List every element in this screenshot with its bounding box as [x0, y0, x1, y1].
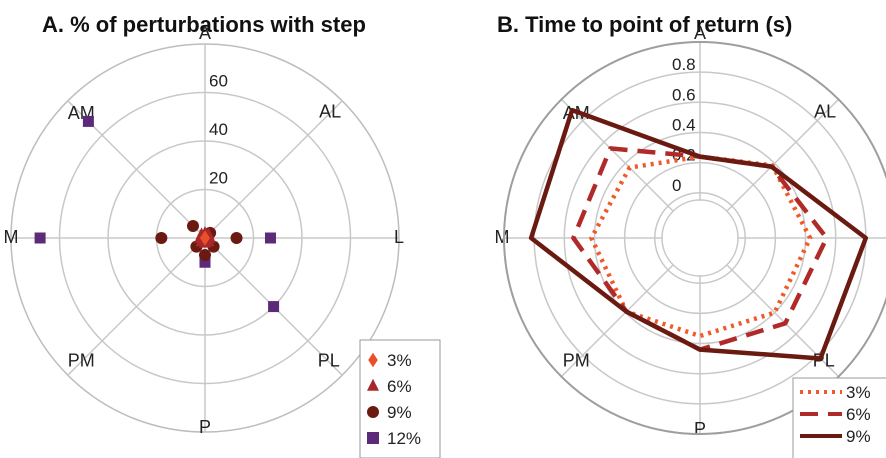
radial-tick-label: 0.8	[672, 55, 696, 74]
legend-marker-6pct	[367, 378, 379, 391]
chart-a-title: A. % of perturbations with step	[42, 12, 366, 37]
radial-tick-label: 0.4	[672, 115, 696, 134]
marker-12pct-p	[199, 256, 211, 268]
grid-spoke	[67, 237, 206, 376]
marker-12pct-am	[82, 115, 94, 127]
legend-label: 6%	[846, 405, 871, 424]
legend-a: 3% 6% 9% 12%	[359, 339, 441, 458]
legend-marker-9pct	[367, 406, 379, 418]
outer-ring-accent	[503, 41, 886, 435]
direction-label-m: M	[495, 227, 510, 247]
direction-label-pl: PL	[318, 350, 340, 370]
direction-label-al: AL	[814, 102, 836, 122]
grid-spoke	[204, 100, 343, 239]
radial-tick-label: 60	[209, 72, 228, 91]
marker-9pct-l	[230, 232, 243, 244]
marker-12pct-pl	[268, 301, 280, 313]
direction-label-pm: PM	[68, 350, 95, 370]
chart-b-title: B. Time to point of return (s)	[497, 12, 793, 37]
legend-label: 9%	[387, 403, 412, 422]
direction-label-a: A	[694, 23, 706, 43]
legend-marker-12pct	[367, 432, 379, 444]
grid-spoke	[726, 98, 840, 212]
radial-tick-label: 40	[209, 120, 228, 139]
chart-b: 00.20.40.60.8AALLPLPPMMAM3%6%9%	[495, 23, 886, 458]
direction-label-al: AL	[319, 102, 341, 122]
direction-label-m: M	[4, 227, 19, 247]
legend-box	[792, 377, 886, 458]
legend-marker-3pct	[368, 352, 378, 368]
marker-12pct-m	[34, 232, 46, 244]
legend-label: 3%	[846, 383, 871, 402]
legend-label: 3%	[387, 351, 412, 370]
marker-9pct-p	[199, 248, 211, 261]
radial-tick-label: 20	[209, 169, 228, 188]
legend-b: 3% 6% 9%	[792, 377, 886, 458]
direction-label-p: P	[694, 419, 706, 439]
series-line-9pct	[528, 107, 869, 361]
grid-ring	[661, 199, 739, 277]
direction-label-pm: PM	[563, 350, 590, 370]
direction-label-p: P	[199, 417, 211, 437]
grid-spoke	[560, 264, 674, 378]
direction-label-l: L	[394, 227, 404, 247]
marker-9pct-m	[155, 232, 168, 244]
direction-label-pl: PL	[813, 350, 835, 370]
radial-tick-label: 0.6	[672, 85, 696, 104]
grid-spoke	[560, 98, 674, 212]
legend-label: 9%	[846, 427, 871, 446]
legend-label: 6%	[387, 377, 412, 396]
marker-9pct-am	[186, 219, 199, 232]
marker-3pct-am	[200, 230, 210, 246]
radial-tick-label: 0	[672, 176, 681, 195]
legend-label: 12%	[387, 429, 421, 448]
marker-12pct-l	[264, 232, 276, 244]
direction-label-a: A	[199, 23, 211, 43]
